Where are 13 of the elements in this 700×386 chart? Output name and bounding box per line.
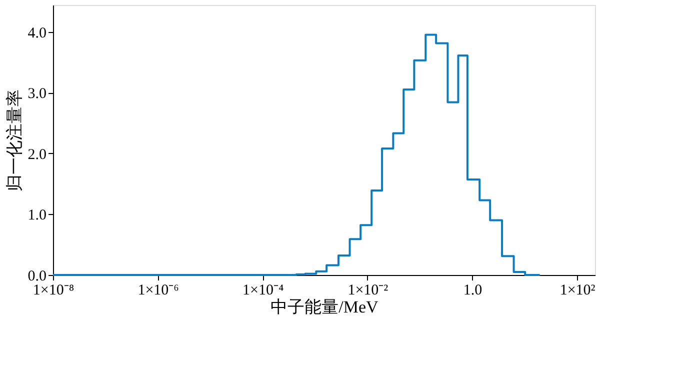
x-tick-label: 1×10²: [560, 282, 596, 298]
x-axis-title: 中子能量/MeV: [270, 298, 380, 316]
y-tick-label: 1.0: [28, 208, 46, 224]
x-tick-label: 1×10⁻²: [348, 282, 389, 298]
x-tick-label: 1.0: [463, 282, 482, 298]
x-tick-label: 1×10⁻⁶: [138, 282, 179, 298]
y-tick-label: 2.0: [28, 146, 46, 163]
y-tick-label: 0.0: [28, 268, 46, 284]
y-tick-label: 3.0: [28, 86, 46, 102]
y-tick-label: 4.0: [28, 25, 46, 42]
y-axis-title: 归一化注量率: [4, 90, 24, 192]
x-tick-label: 1×10⁻⁸: [32, 282, 74, 298]
x-tick-label: 1×10⁻⁴: [242, 282, 284, 298]
